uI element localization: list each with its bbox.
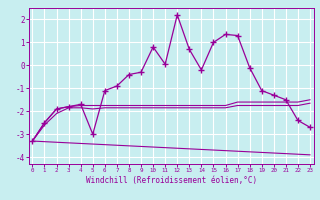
X-axis label: Windchill (Refroidissement éolien,°C): Windchill (Refroidissement éolien,°C) [86,176,257,185]
